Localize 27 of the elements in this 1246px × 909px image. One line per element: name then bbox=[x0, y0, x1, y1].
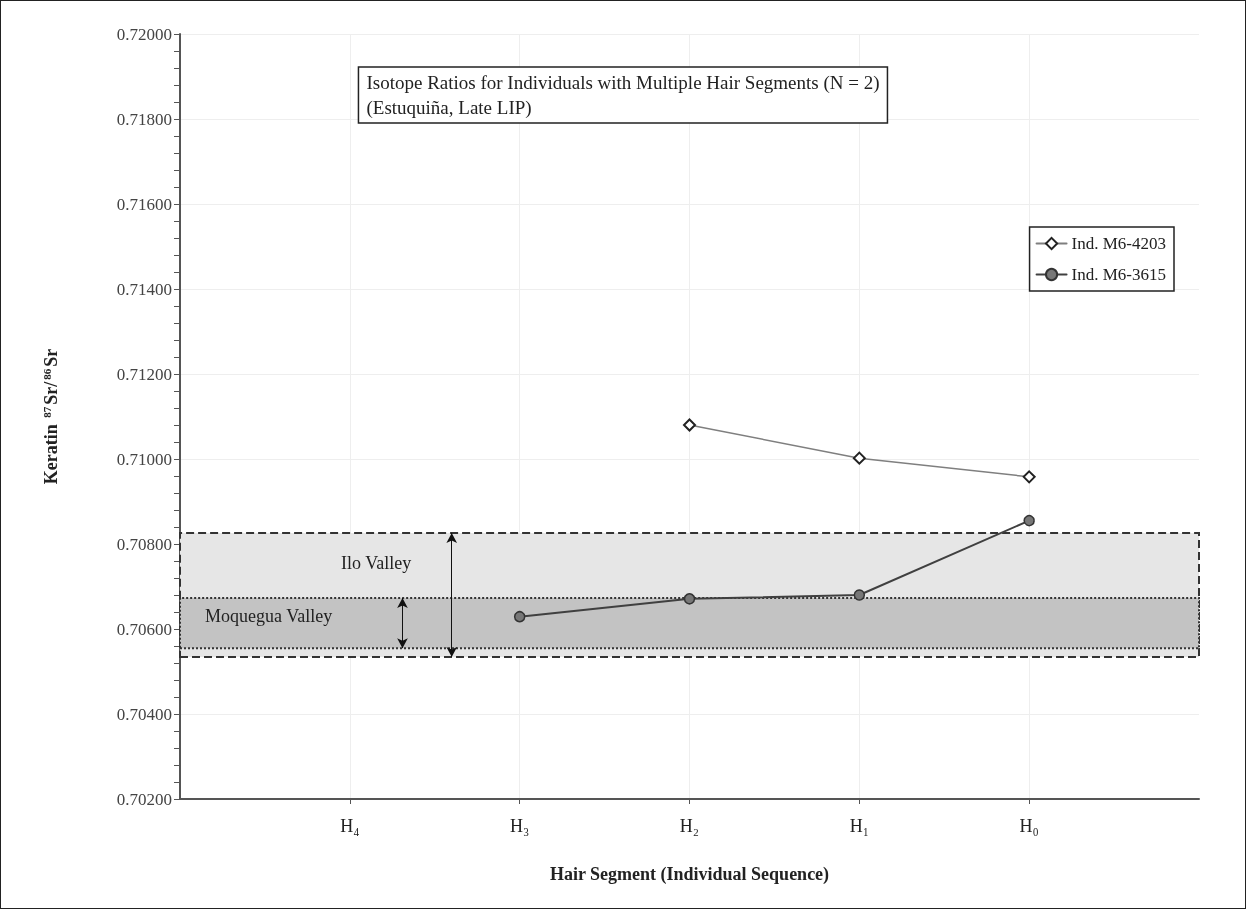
band-label: Moquegua Valley bbox=[205, 605, 333, 626]
point bbox=[513, 610, 526, 623]
band-label: Ilo Valley bbox=[341, 552, 412, 573]
point bbox=[1023, 514, 1035, 527]
text: (Estuquiña, Late LIP) bbox=[366, 97, 532, 119]
x-axis-title: Hair Segment (Individual Sequence) bbox=[549, 864, 830, 885]
x-tick-label: H₁ bbox=[849, 816, 869, 836]
legend-label: Ind. M6-3615 bbox=[1071, 265, 1167, 284]
y-tick-label: 0.71600 bbox=[116, 194, 172, 214]
x-tick-label: H₄ bbox=[340, 816, 360, 836]
y-tick-label: 0.72000 bbox=[116, 24, 172, 44]
y-tick-label: 0.70800 bbox=[116, 534, 172, 554]
y-tick-label: 0.70600 bbox=[116, 619, 172, 639]
y-axis-title: Keratin 87Sr/86Sr bbox=[40, 348, 61, 485]
y-tick-label: 0.71200 bbox=[116, 364, 172, 384]
text: Isotope Ratios for Individuals with Multiple Hair Segments (N = 2) bbox=[366, 72, 880, 94]
y-tick-label: 0.71400 bbox=[116, 279, 172, 299]
y-tick-label: 0.71000 bbox=[116, 449, 172, 469]
x-tick-label: H₂ bbox=[679, 816, 700, 836]
x-tick-label: H₃ bbox=[510, 816, 530, 836]
y-tick-label: 0.70400 bbox=[116, 704, 172, 724]
y-tick-label: 0.70200 bbox=[116, 789, 172, 809]
legend-label: Ind. M6-4203 bbox=[1071, 234, 1167, 253]
point bbox=[853, 589, 866, 601]
y-tick-label: 0.71800 bbox=[116, 109, 172, 129]
point bbox=[683, 593, 696, 605]
x-tick-label: H₀ bbox=[1019, 816, 1039, 836]
